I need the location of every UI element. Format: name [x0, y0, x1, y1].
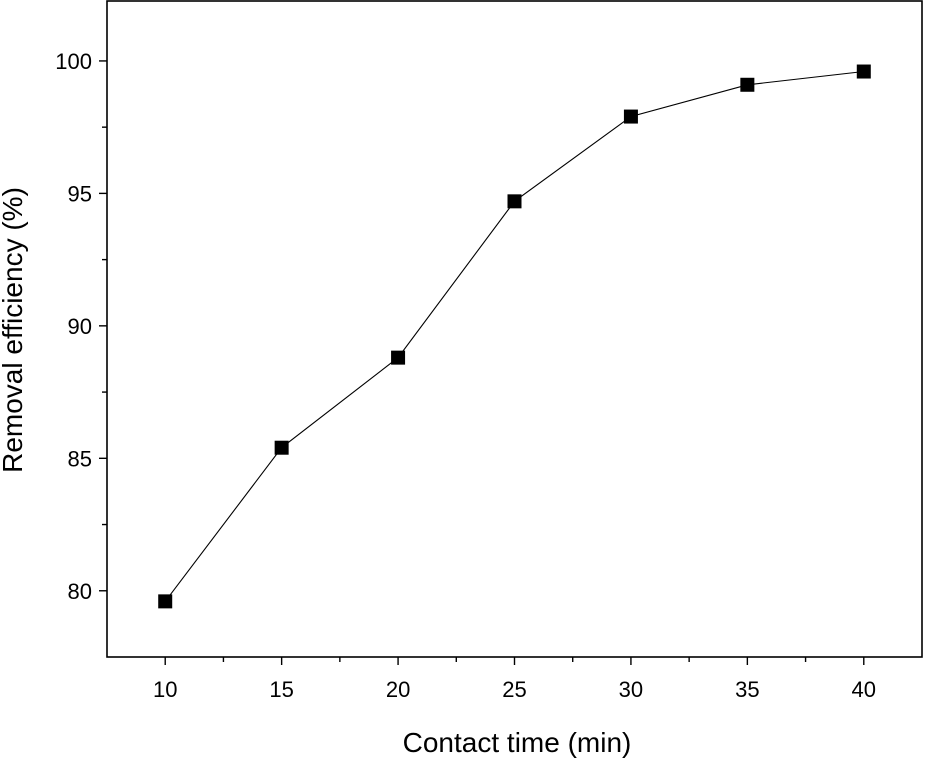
- x-tick-label: 25: [502, 677, 526, 702]
- x-tick-label: 40: [852, 677, 876, 702]
- tick-labels-group: 10 15 20 25 30 35 40 80 85 90 95 100: [55, 49, 876, 702]
- data-point-marker: [274, 440, 289, 455]
- y-tick-label: 90: [68, 314, 92, 339]
- x-tick-label: 30: [619, 677, 643, 702]
- x-tick-label: 20: [386, 677, 410, 702]
- x-tick-label: 10: [153, 677, 177, 702]
- y-tick-label: 100: [55, 49, 92, 74]
- y-axis-title: Removal efficiency (%): [0, 187, 28, 473]
- data-point-marker: [507, 194, 522, 209]
- y-tick-label: 85: [68, 446, 92, 471]
- y-tick-label: 95: [68, 181, 92, 206]
- x-axis-title: Contact time (min): [403, 727, 632, 758]
- plot-frame-group: [106, 0, 923, 658]
- series-line: [164, 70, 864, 602]
- data-point-marker: [623, 109, 638, 124]
- data-point-marker: [740, 77, 755, 92]
- data-point-marker: [158, 594, 173, 609]
- y-tick-label: 80: [68, 579, 92, 604]
- data-point-marker: [856, 64, 871, 79]
- data-point-marker: [391, 350, 406, 365]
- x-tick-label: 35: [735, 677, 759, 702]
- x-tick-label: 15: [269, 677, 293, 702]
- series-group: [158, 64, 871, 609]
- plot-frame: [106, 0, 923, 658]
- ticks-group: [99, 60, 865, 665]
